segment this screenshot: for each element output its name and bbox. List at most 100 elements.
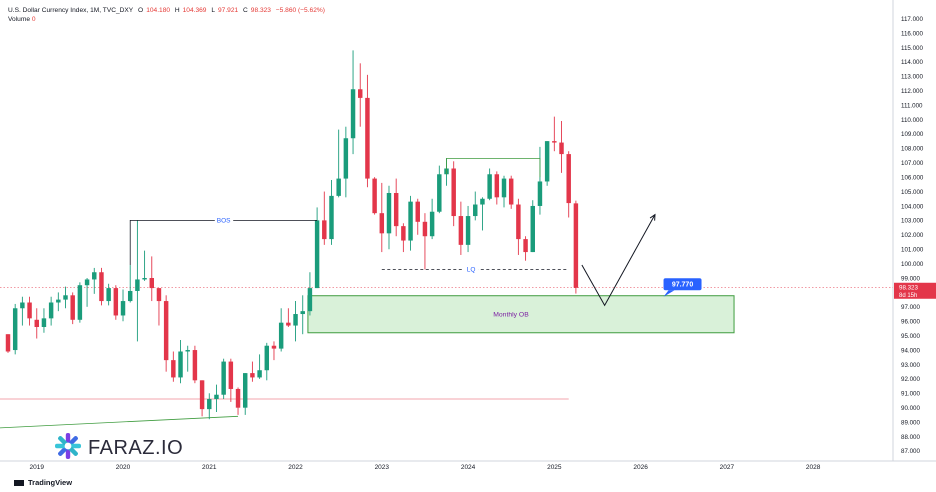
open-label: O	[138, 7, 144, 14]
y-tick-label: 104.000	[901, 203, 924, 210]
candle-body	[293, 314, 298, 326]
symbol-legend: U.S. Dollar Currency Index, 1M, TVC_DXY …	[8, 7, 328, 14]
ob-price-tag-pointer	[663, 290, 675, 297]
candle-body	[163, 301, 169, 361]
y-tick-label: 115.000	[901, 45, 923, 52]
candle-body	[199, 380, 205, 410]
candle-body	[228, 361, 234, 389]
close-value: 98.323	[250, 7, 271, 14]
y-tick-label: 88.000	[901, 434, 920, 441]
close-label: C	[243, 7, 248, 14]
faraz-logo	[55, 433, 81, 459]
x-tick-label: 2027	[720, 464, 735, 471]
y-tick-label: 114.000	[901, 59, 923, 66]
bos-label: BOS	[217, 218, 231, 225]
tradingview-logo-icon	[14, 480, 24, 487]
y-tick-label: 97.000	[901, 304, 920, 311]
change-value: −5.860 (−5.62%)	[275, 7, 325, 14]
candle-body	[56, 299, 61, 303]
tradingview-footer[interactable]: TradingView	[14, 478, 72, 487]
candle-body	[278, 322, 284, 349]
y-tick-label: 102.000	[901, 232, 924, 239]
candle-body	[437, 174, 442, 212]
candle-body	[322, 220, 327, 240]
volume-value: 0	[31, 16, 36, 23]
x-tick-label: 2023	[375, 464, 390, 471]
candle-body	[41, 318, 47, 327]
candle-body	[451, 168, 456, 217]
y-tick-label: 111.000	[901, 102, 923, 109]
y-tick-label: 116.000	[901, 30, 923, 37]
candle-body	[77, 285, 83, 320]
y-tick-label: 107.000	[901, 160, 924, 167]
ob-price-tag-text: 97.770	[672, 282, 694, 289]
candle-body	[422, 221, 428, 237]
candle-body	[5, 334, 11, 352]
y-tick-label: 90.000	[901, 405, 920, 412]
candle-body	[264, 345, 270, 371]
candle-body	[106, 288, 111, 302]
last-price-badge	[894, 282, 936, 299]
trendline	[0, 415, 239, 429]
candle-body	[113, 288, 119, 316]
faraz-logo-text: FARAZ.IO	[88, 437, 183, 459]
x-tick-label: 2021	[202, 464, 217, 471]
y-tick-label: 99.000	[901, 275, 920, 282]
candle-body	[127, 290, 133, 302]
candle-body	[271, 345, 277, 349]
volume-legend: Volume 0	[8, 16, 36, 23]
x-tick-label: 2028	[806, 464, 821, 471]
candle-body	[178, 351, 183, 378]
candle-body	[501, 178, 507, 198]
candle-body	[27, 302, 32, 319]
candle-body	[70, 295, 75, 320]
faraz-logo-center	[64, 442, 72, 450]
volume-label: Volume	[8, 16, 30, 23]
candle-body	[48, 302, 54, 319]
candle-body	[185, 350, 190, 352]
candle-body	[544, 141, 550, 182]
y-tick-label: 109.000	[901, 131, 924, 138]
y-tick-label: 113.000	[901, 74, 923, 81]
candle-body	[250, 373, 255, 378]
monthly-ob-label: Monthly OB	[493, 312, 529, 319]
candle-body	[314, 220, 320, 289]
y-tick-label: 93.000	[901, 362, 920, 369]
candle-body	[300, 311, 305, 315]
candle-body	[415, 201, 420, 222]
y-tick-label: 105.000	[901, 189, 924, 196]
candle-body	[307, 288, 313, 312]
candle-body	[34, 319, 39, 327]
candle-body	[192, 350, 198, 381]
candle-body	[537, 181, 543, 206]
x-tick-label: 2026	[633, 464, 648, 471]
candle-body	[494, 174, 500, 198]
candle-body	[120, 301, 126, 316]
y-tick-label: 95.000	[901, 333, 920, 340]
bos-line	[129, 219, 318, 266]
y-tick-label: 108.000	[901, 146, 924, 153]
y-tick-label: 94.000	[901, 347, 920, 354]
candle-body	[372, 178, 377, 214]
candle-body	[516, 204, 521, 240]
candle-body	[214, 394, 219, 400]
candle-body	[552, 141, 557, 143]
candle-body	[20, 302, 25, 309]
candle-body	[84, 279, 90, 286]
y-tick-label: 89.000	[901, 419, 920, 426]
candle-body	[523, 239, 528, 253]
candle-body	[63, 295, 68, 300]
x-tick-label: 2020	[116, 464, 131, 471]
low-value: 97.921	[218, 7, 239, 14]
candle-body	[350, 89, 356, 139]
y-tick-label: 103.000	[901, 218, 924, 225]
y-tick-label: 92.000	[901, 376, 920, 383]
candle-body	[365, 97, 370, 179]
countdown-text: 8d 15h	[899, 293, 917, 299]
candle-body	[135, 279, 140, 291]
candle-body	[221, 361, 226, 395]
candle-body	[393, 192, 399, 227]
candle-body	[480, 198, 485, 205]
monthly-ob-zone	[307, 295, 735, 334]
